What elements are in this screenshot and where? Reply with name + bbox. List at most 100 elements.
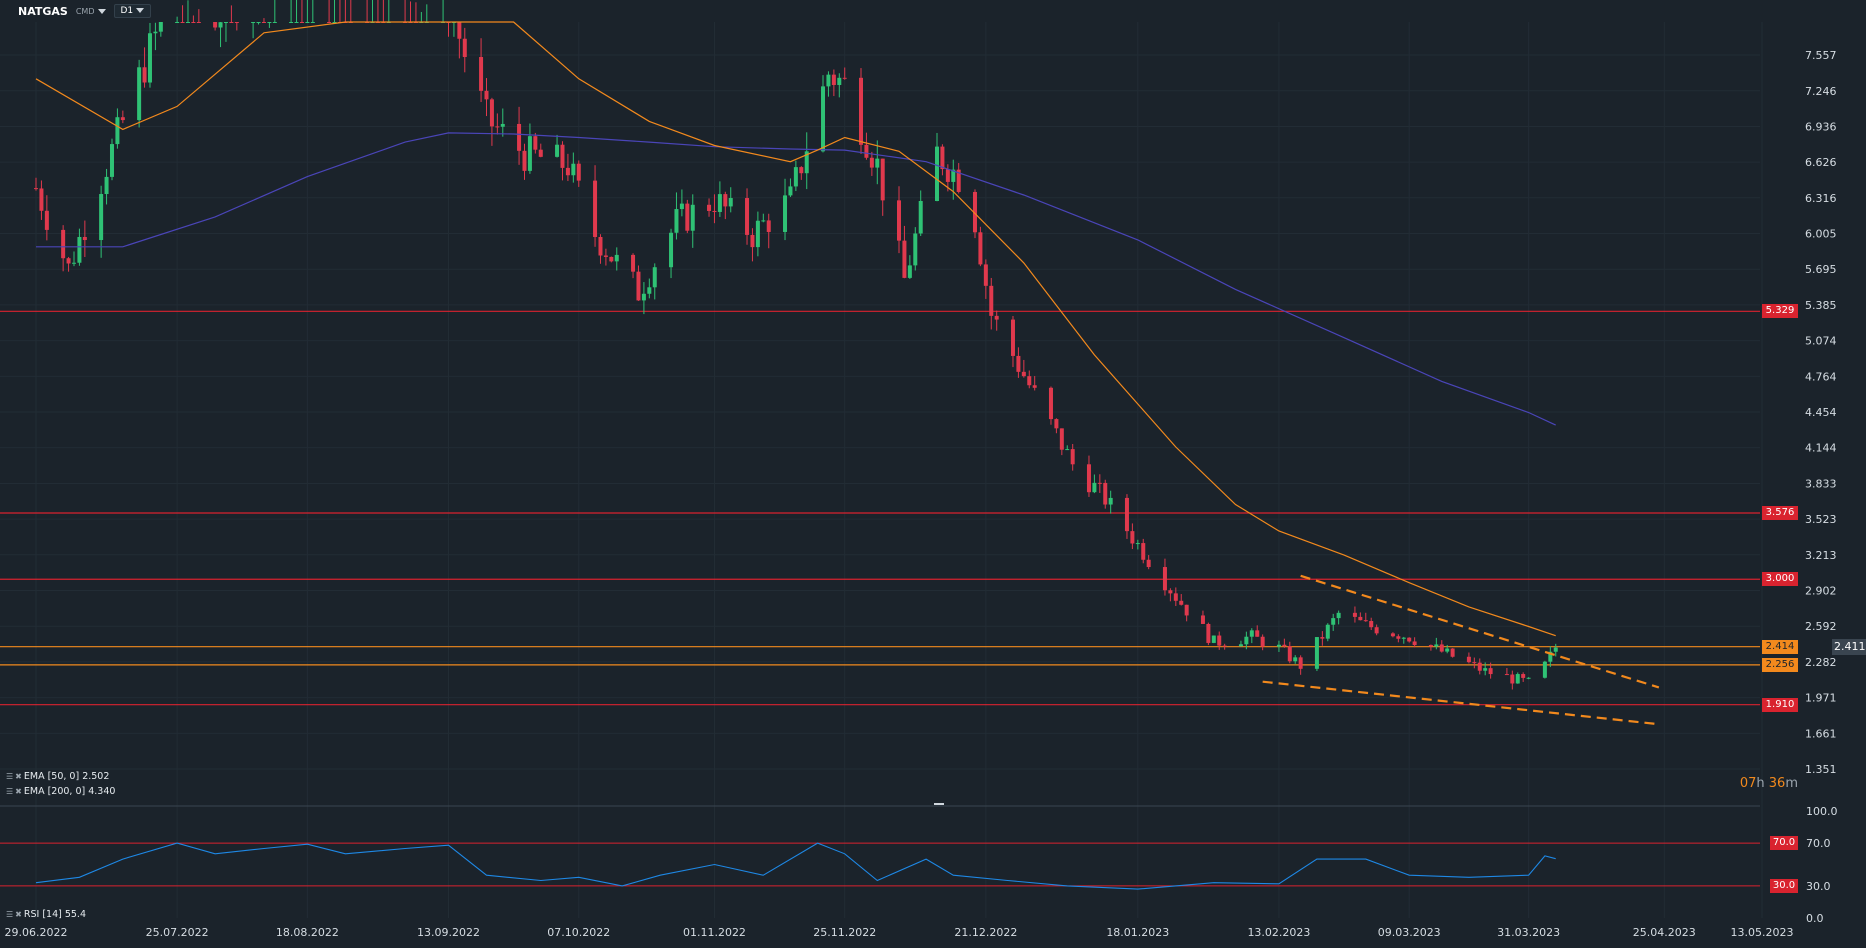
chevron-down-icon <box>136 8 145 13</box>
price-tick-label: 5.695 <box>1805 263 1837 276</box>
candle-body <box>533 136 538 150</box>
candle-body <box>71 262 76 264</box>
candle-body <box>1021 371 1026 377</box>
close-icon[interactable]: ✖ <box>15 772 22 781</box>
candle-body <box>489 99 494 127</box>
candle-body <box>674 209 679 233</box>
candle-body <box>39 188 44 211</box>
price-tick-label: 3.213 <box>1805 549 1837 562</box>
settings-icon[interactable]: ☰ <box>6 772 13 781</box>
candle-body <box>1521 674 1526 678</box>
candle-body <box>831 74 836 85</box>
timer-hours: 07 <box>1739 776 1757 791</box>
candle-body <box>972 191 977 233</box>
legend-ema50[interactable]: ☰ ✖ EMA [50, 0] 2.502 <box>6 771 109 782</box>
date-tick-label: 29.06.2022 <box>5 926 68 939</box>
settings-icon[interactable]: ☰ <box>6 910 13 919</box>
candle-body <box>1255 630 1260 637</box>
settings-icon[interactable]: ☰ <box>6 787 13 796</box>
candle-body <box>1108 497 1113 505</box>
price-level-box[interactable]: 3.576 <box>1762 506 1798 520</box>
candles <box>34 0 1558 690</box>
candle-body <box>1059 428 1064 450</box>
close-icon[interactable]: ✖ <box>15 910 22 919</box>
candle-body <box>1374 627 1379 634</box>
candle-body <box>213 22 218 28</box>
candle-body <box>517 123 522 151</box>
date-tick-label: 13.05.2023 <box>1731 926 1794 939</box>
price-tick-label: 5.385 <box>1805 299 1837 312</box>
candle-body <box>750 234 755 248</box>
candle-body <box>647 287 652 294</box>
rsi-tick-label: 0.0 <box>1806 912 1824 925</box>
candle-body <box>484 90 489 100</box>
rsi-value: 55.4 <box>64 909 86 920</box>
candle-body <box>755 220 760 248</box>
candle-body <box>180 22 185 23</box>
price-level-box[interactable]: 3.000 <box>1762 572 1798 587</box>
symbol-label[interactable]: NATGAS <box>18 4 68 18</box>
candle-body <box>1553 647 1558 652</box>
trendline <box>1300 574 1660 689</box>
candle-body <box>1179 600 1184 605</box>
price-tick-label: 5.074 <box>1805 335 1837 348</box>
price-axis[interactable]: 7.557 7.246 6.936 6.626 6.316 6.005 5.695 5.385… <box>1805 49 1837 776</box>
candle-body <box>479 57 484 91</box>
timer-minutes-unit: m <box>1785 776 1798 791</box>
candle-body <box>918 200 923 234</box>
rsi-tick-label: 100.0 <box>1806 805 1838 818</box>
date-axis[interactable]: 29.06.2022 25.07.2022 18.08.2022 13.09.2022… <box>5 926 1794 939</box>
candle-body <box>641 293 646 301</box>
price-tick-label: 4.454 <box>1805 406 1837 419</box>
candle-body <box>294 22 299 23</box>
date-tick-label: 13.09.2022 <box>417 926 480 939</box>
candle-body <box>256 22 261 23</box>
price-tick-label: 3.523 <box>1805 513 1837 526</box>
candle-body <box>538 149 543 157</box>
candle-body <box>1439 644 1444 652</box>
date-tick-label: 25.11.2022 <box>813 926 876 939</box>
candle-body <box>1016 355 1021 372</box>
current-price-box: 2.411 <box>1832 639 1866 656</box>
candle-body <box>1070 449 1075 465</box>
candle-body <box>137 67 142 121</box>
instrument-type[interactable]: CMD <box>76 7 106 16</box>
close-icon[interactable]: ✖ <box>15 787 22 796</box>
date-tick-label: 18.08.2022 <box>276 926 339 939</box>
price-level-box[interactable]: 5.329 <box>1762 304 1798 319</box>
candle-body <box>560 144 565 168</box>
timeframe-selector[interactable]: D1 <box>113 4 152 18</box>
candle-body <box>1450 648 1455 657</box>
rsi-axis: 100.0 70.0 30.0 0.0 <box>1806 805 1838 925</box>
candle-body <box>527 136 532 171</box>
candle-body <box>1488 668 1493 675</box>
price-level-box[interactable]: 2.256 <box>1762 657 1798 672</box>
candle-body <box>1135 543 1140 545</box>
candle-body <box>859 77 864 145</box>
rsi-tick-label: 70.0 <box>1806 837 1831 850</box>
pane-resize-handle[interactable] <box>934 803 944 805</box>
candle-body <box>1320 637 1325 639</box>
candle-body <box>1276 644 1281 647</box>
legend-ema200[interactable]: ☰ ✖ EMA [200, 0] 4.340 <box>6 786 115 797</box>
candle-countdown: 07h 36m <box>1740 776 1798 791</box>
candle-body <box>185 22 190 23</box>
candle-body <box>842 77 847 79</box>
candle-body <box>1434 644 1439 647</box>
candle-body <box>1010 319 1015 356</box>
price-level-box[interactable]: 2.414 <box>1762 639 1798 654</box>
candle-body <box>457 22 462 39</box>
candle-body <box>907 265 912 278</box>
candle-body <box>571 163 576 176</box>
candle-body <box>940 146 945 170</box>
candle-body <box>44 210 49 230</box>
candle-body <box>332 22 337 23</box>
candle-body <box>1363 620 1368 622</box>
date-tick-label: 09.03.2023 <box>1378 926 1441 939</box>
candle-body <box>1027 376 1032 386</box>
legend-rsi[interactable]: ☰ ✖ RSI [14] 55.4 <box>6 909 86 920</box>
candle-body <box>1390 633 1395 637</box>
candle-body <box>1483 668 1488 671</box>
price-level-box[interactable]: 1.910 <box>1762 697 1798 712</box>
